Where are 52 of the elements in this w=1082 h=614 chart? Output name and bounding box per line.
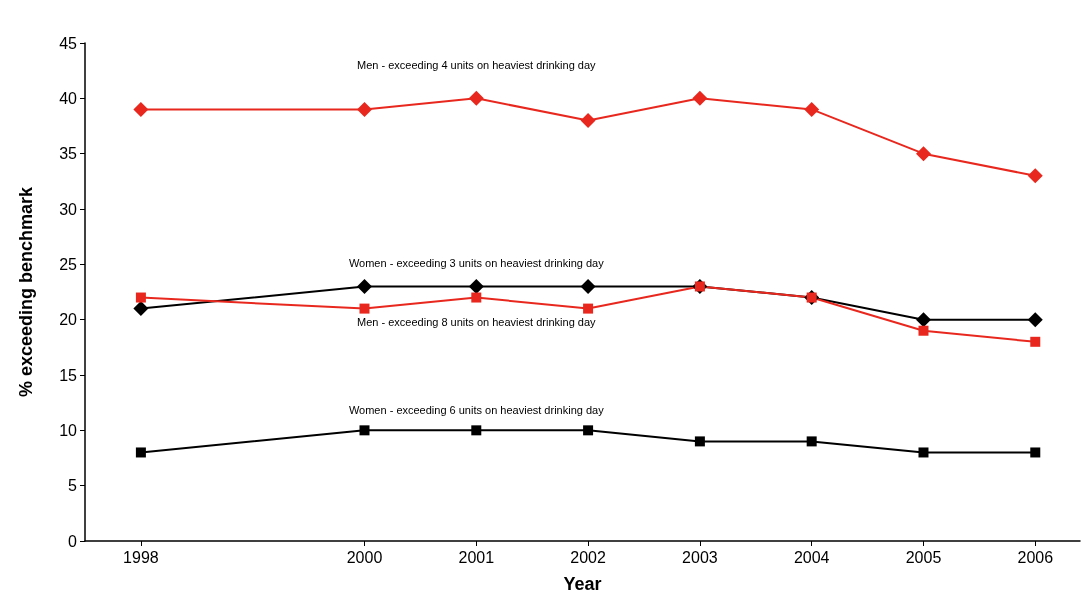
- x-tick-label: 2002: [570, 548, 606, 566]
- y-tick-label: 45: [59, 34, 78, 52]
- point: [135, 292, 146, 303]
- series-label: Women - exceeding 6 units on heaviest drinking day: [348, 403, 605, 416]
- point: [359, 425, 370, 436]
- y-tick-label: 15: [59, 366, 78, 384]
- point: [918, 325, 929, 336]
- x-tick-label: 2005: [905, 548, 942, 566]
- point: [804, 101, 820, 117]
- point: [1027, 312, 1043, 328]
- x-tick-label: 2004: [793, 548, 830, 566]
- point: [580, 112, 596, 128]
- point: [133, 301, 149, 317]
- point: [1030, 336, 1041, 347]
- point: [583, 303, 594, 314]
- point: [918, 447, 929, 458]
- text: Men - exceeding 4 units on heaviest drinking day: [357, 59, 597, 72]
- point: [356, 278, 372, 294]
- point: [915, 312, 931, 328]
- x-tick-label: 2000: [346, 548, 383, 566]
- y-tick-label: 40: [59, 89, 78, 107]
- point: [471, 425, 482, 436]
- y-tick-label: 30: [59, 200, 78, 218]
- point: [580, 278, 596, 294]
- y-tick-label: 5: [68, 477, 78, 495]
- point: [806, 436, 817, 447]
- x-tick-label: 2006: [1017, 548, 1054, 566]
- point: [135, 447, 146, 458]
- point: [133, 101, 149, 117]
- x-tick-label: 1998: [123, 548, 159, 566]
- point: [692, 90, 708, 106]
- point: [1030, 447, 1041, 458]
- y-tick-label: 20: [59, 311, 78, 329]
- point: [468, 90, 484, 106]
- series-label: Women - exceeding 3 units on heaviest drinking day: [348, 257, 605, 270]
- point: [468, 278, 484, 294]
- y-axis-title: % exceeding benchmark: [16, 185, 36, 398]
- point: [356, 101, 372, 117]
- point: [1027, 168, 1043, 184]
- point: [471, 292, 482, 303]
- point: [583, 425, 594, 436]
- point: [359, 303, 370, 314]
- x-axis-title: Year: [563, 574, 602, 594]
- x-tick-label: 2001: [458, 548, 495, 566]
- y-tick-label: 0: [68, 532, 78, 550]
- y-tick-label: 35: [59, 145, 78, 163]
- y-tick-label: 10: [59, 421, 78, 439]
- y-tick-label: 25: [59, 255, 78, 273]
- x-tick-label: 2003: [682, 548, 718, 566]
- point: [915, 146, 931, 162]
- point: [694, 436, 705, 447]
- series-label: Men - exceeding 8 units on heaviest drinking day: [357, 316, 597, 329]
